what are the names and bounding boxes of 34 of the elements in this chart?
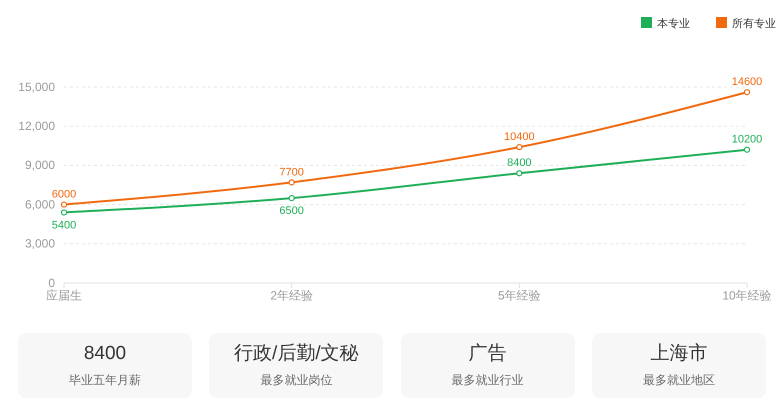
point <box>744 146 750 153</box>
legend-label: 本专业 <box>657 17 690 30</box>
data-label: 14600 <box>732 76 762 88</box>
text: 8400 <box>82 342 128 366</box>
data-label: 7700 <box>279 166 304 178</box>
y-tick-label: 15,000 <box>18 80 56 94</box>
y-tick-label: 12,000 <box>18 119 56 134</box>
x-tick-label: 2年经验 <box>270 288 314 303</box>
text: 最多就业岗位 <box>259 372 334 388</box>
x-tick-label: 10年经验 <box>722 288 772 303</box>
point <box>516 170 522 176</box>
data-label: 10200 <box>732 134 762 146</box>
data-label: 5400 <box>52 219 76 232</box>
point <box>516 144 522 150</box>
y-tick-label: 3,000 <box>24 236 56 251</box>
y-tick-label: 9,000 <box>24 158 56 172</box>
x-tick-label: 应届生 <box>46 288 82 303</box>
legend-label: 所有专业 <box>732 17 776 30</box>
text: 最多就业行业 <box>450 372 525 388</box>
data-label: 10400 <box>504 131 535 144</box>
text: 最多就业地区 <box>642 372 716 388</box>
x-tick-label: 5年经验 <box>498 288 541 303</box>
text: 毕业五年月薪 <box>68 372 142 388</box>
point <box>288 179 295 186</box>
text: 上海市 <box>650 342 708 366</box>
text: 广告 <box>468 342 508 366</box>
point <box>60 201 68 208</box>
point <box>60 209 68 216</box>
data-label: 8400 <box>507 157 532 170</box>
y-tick-label: 0 <box>48 276 56 290</box>
data-label: 6500 <box>279 205 304 218</box>
point <box>744 89 750 96</box>
point <box>288 194 295 202</box>
text: 行政/后勤/文秘 <box>233 342 360 366</box>
